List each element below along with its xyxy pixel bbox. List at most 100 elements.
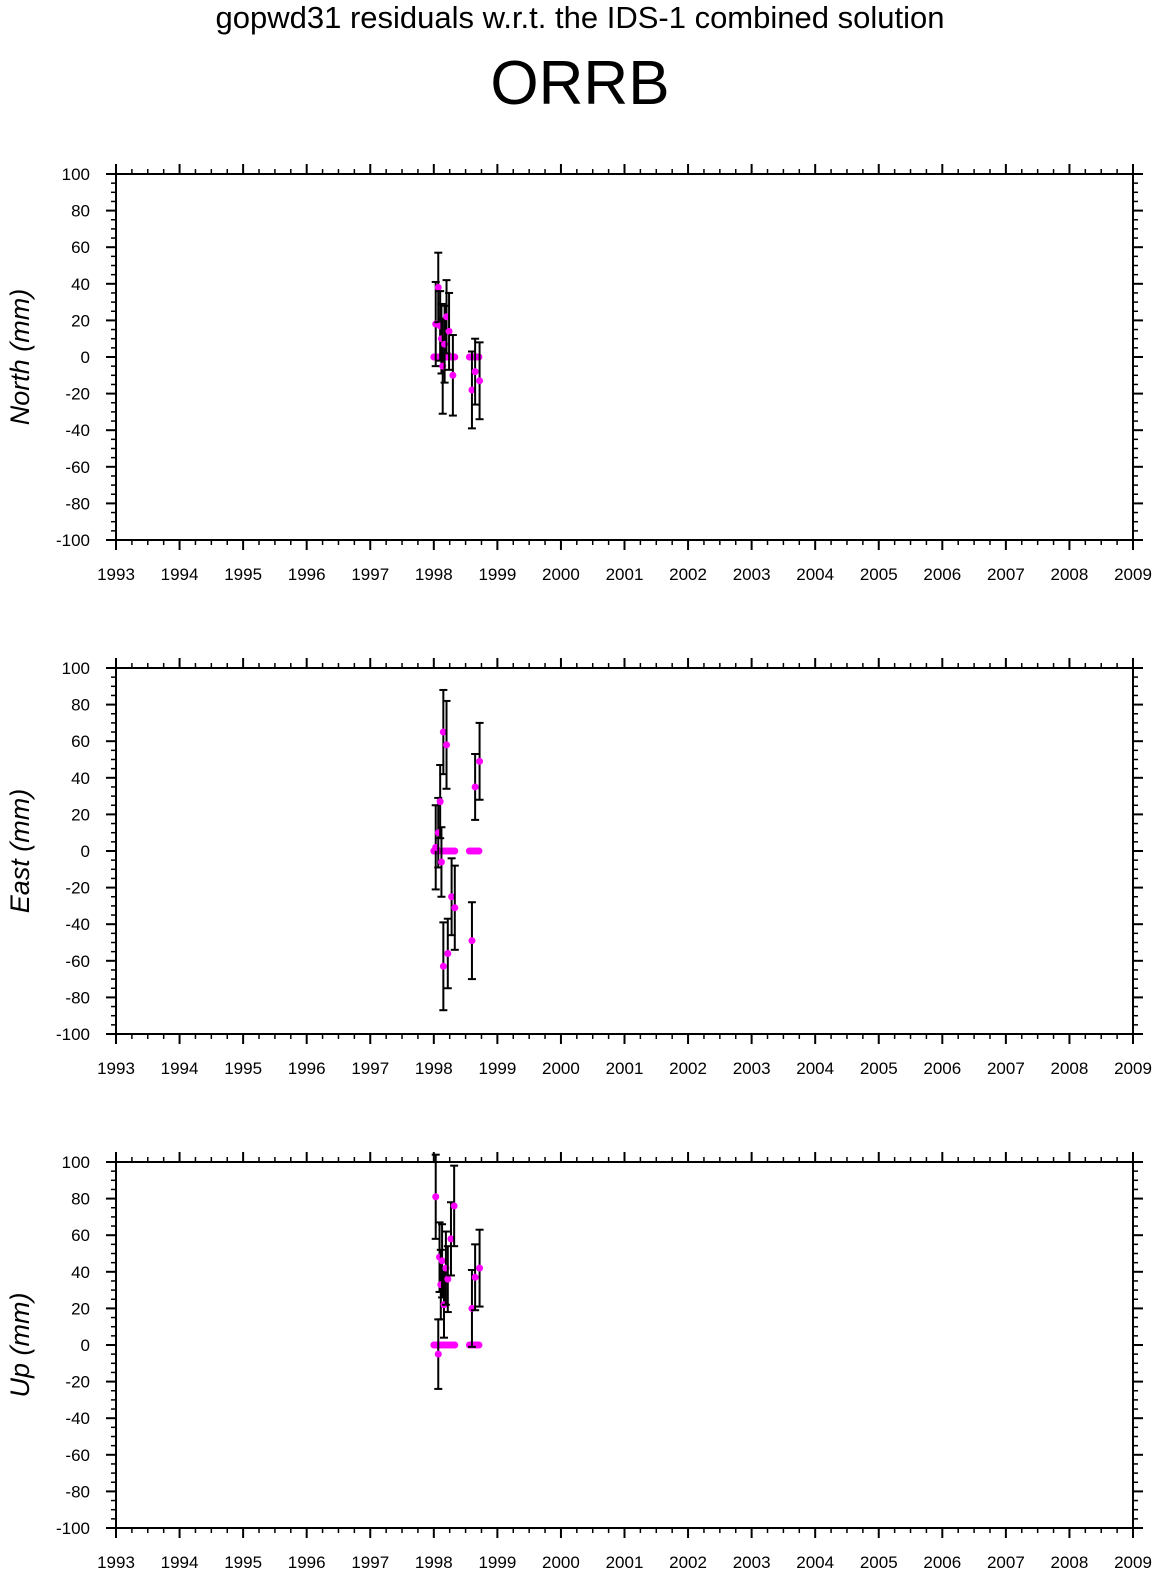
x-tick-label: 1999 xyxy=(478,565,516,584)
y-tick-label: 60 xyxy=(71,1226,90,1245)
x-tick-label: 1994 xyxy=(161,1059,199,1078)
figure-title: gopwd31 residuals w.r.t. the IDS-1 combi… xyxy=(215,0,945,35)
data-point xyxy=(444,1275,452,1283)
x-tick-label: 1998 xyxy=(415,565,453,584)
x-tick-label: 2001 xyxy=(606,1553,644,1572)
y-tick-label: -20 xyxy=(65,385,90,404)
y-tick-label: 60 xyxy=(71,732,90,751)
y-tick-label: 20 xyxy=(71,805,90,824)
data-point xyxy=(448,893,456,901)
x-tick-label: 1999 xyxy=(478,1553,516,1572)
x-tick-label: 2000 xyxy=(542,1553,580,1572)
x-tick-label: 2000 xyxy=(542,1059,580,1078)
x-tick-label: 2004 xyxy=(796,1059,834,1078)
x-tick-label: 2001 xyxy=(606,1059,644,1078)
y-tick-label: -100 xyxy=(56,1519,90,1538)
x-tick-label: 2002 xyxy=(669,1059,707,1078)
data-point xyxy=(468,937,476,945)
x-tick-label: 1996 xyxy=(288,1553,326,1572)
data-point xyxy=(439,962,447,970)
x-tick-label: 2009 xyxy=(1114,1059,1152,1078)
data-point xyxy=(450,1202,458,1210)
x-tick-label: 2005 xyxy=(860,1059,898,1078)
x-tick-label: 2008 xyxy=(1051,1059,1089,1078)
data-point xyxy=(437,858,445,866)
y-tick-label: -20 xyxy=(65,879,90,898)
data-point xyxy=(439,728,447,736)
x-tick-label: 1997 xyxy=(351,1553,389,1572)
y-tick-label: 0 xyxy=(81,348,90,367)
x-tick-label: 1997 xyxy=(351,1059,389,1078)
x-tick-label: 2002 xyxy=(669,565,707,584)
x-tick-label: 2006 xyxy=(923,1059,961,1078)
x-tick-label: 2001 xyxy=(606,565,644,584)
x-tick-label: 2003 xyxy=(733,1553,771,1572)
zero-marker xyxy=(451,1341,459,1349)
x-tick-label: 2007 xyxy=(987,565,1025,584)
data-point xyxy=(476,757,484,765)
data-point xyxy=(447,1235,455,1243)
zero-marker xyxy=(475,847,483,855)
plot-frame xyxy=(115,1161,1134,1529)
data-point xyxy=(432,1193,440,1201)
y-tick-label: 20 xyxy=(71,1299,90,1318)
y-axis-label: North (mm) xyxy=(5,289,35,426)
x-tick-label: 2002 xyxy=(669,1553,707,1572)
zero-marker xyxy=(451,847,459,855)
station-name: ORRB xyxy=(490,49,670,118)
y-tick-label: 100 xyxy=(62,1153,90,1172)
y-tick-label: -80 xyxy=(65,494,90,513)
y-tick-label: 0 xyxy=(81,1336,90,1355)
y-tick-label: -40 xyxy=(65,1409,90,1428)
panel-1: 1993 1994 1995 1996 1997 1998 1999 2000 2001 2002… xyxy=(5,164,1152,584)
y-tick-label: -60 xyxy=(65,1446,90,1465)
x-tick-label: 2009 xyxy=(1114,565,1152,584)
x-tick-label: 1995 xyxy=(224,1059,262,1078)
x-tick-label: 1994 xyxy=(161,565,199,584)
zero-marker xyxy=(475,1341,483,1349)
x-tick-label: 2009 xyxy=(1114,1553,1152,1572)
data-point xyxy=(444,949,452,957)
y-axis-label: East (mm) xyxy=(5,789,35,914)
panel-2: 1993 1994 1995 1996 1997 1998 1999 2000 2001 2002… xyxy=(5,658,1152,1078)
x-tick-label: 1993 xyxy=(97,565,135,584)
x-tick-label: 1993 xyxy=(97,1059,135,1078)
data-point xyxy=(434,283,442,291)
x-tick-label: 2006 xyxy=(923,565,961,584)
y-tick-label: 40 xyxy=(71,769,90,788)
data-point xyxy=(443,741,451,749)
x-tick-label: 2006 xyxy=(923,1553,961,1572)
data-point xyxy=(449,371,457,379)
data-point xyxy=(468,386,476,394)
y-tick-label: 40 xyxy=(71,275,90,294)
y-tick-label: -100 xyxy=(56,531,90,550)
y-tick-label: 80 xyxy=(71,696,90,715)
data-point xyxy=(476,377,484,385)
x-tick-label: 2008 xyxy=(1051,1553,1089,1572)
x-tick-label: 1998 xyxy=(415,1059,453,1078)
y-axis-label: Up (mm) xyxy=(5,1293,35,1398)
x-tick-label: 2000 xyxy=(542,565,580,584)
plot-frame xyxy=(115,173,1134,541)
y-tick-label: -80 xyxy=(65,988,90,1007)
data-point xyxy=(451,904,459,912)
y-tick-label: -60 xyxy=(65,458,90,477)
x-tick-label: 1995 xyxy=(224,565,262,584)
x-tick-label: 2007 xyxy=(987,1553,1025,1572)
data-point xyxy=(471,368,479,376)
y-tick-label: 80 xyxy=(71,202,90,221)
y-tick-label: 20 xyxy=(71,311,90,330)
x-tick-label: 1999 xyxy=(478,1059,516,1078)
x-tick-label: 1995 xyxy=(224,1553,262,1572)
y-tick-label: -100 xyxy=(56,1025,90,1044)
y-tick-label: -20 xyxy=(65,1373,90,1392)
y-tick-label: 0 xyxy=(81,842,90,861)
panel-3: 1993 1994 1995 1996 1997 1998 1999 2000 2001 2002… xyxy=(5,1152,1152,1572)
x-tick-label: 1994 xyxy=(161,1553,199,1572)
data-point xyxy=(445,327,453,335)
y-tick-label: -40 xyxy=(65,915,90,934)
y-tick-label: -40 xyxy=(65,421,90,440)
data-point xyxy=(471,783,479,791)
x-tick-label: 2003 xyxy=(733,1059,771,1078)
